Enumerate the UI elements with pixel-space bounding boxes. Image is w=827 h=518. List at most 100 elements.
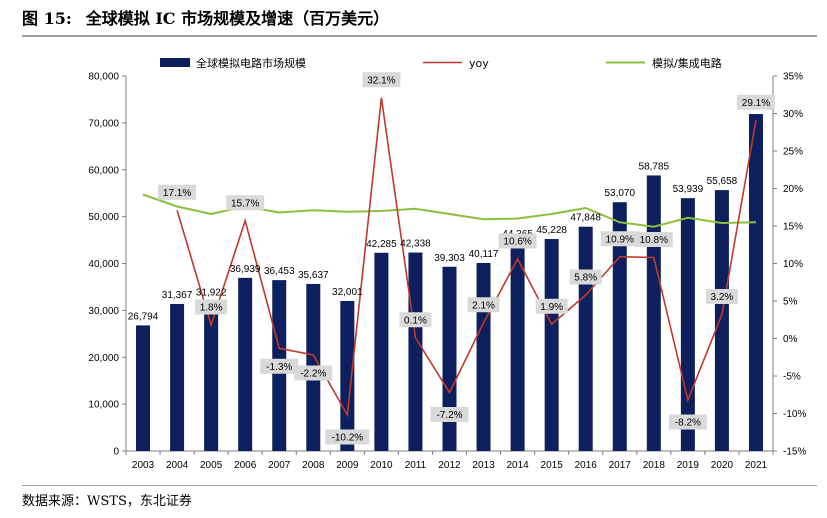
- left-tick-label: 50,000: [88, 212, 119, 223]
- legend: 全球模拟电路市场规模 yoy 模拟/集成电路: [160, 56, 722, 70]
- x-tick-label: 2004: [166, 460, 189, 471]
- x-tick-label: 2003: [132, 460, 155, 471]
- x-tick-label: 2015: [541, 460, 564, 471]
- right-tick-label: 25%: [783, 147, 803, 158]
- left-tick-label: 40,000: [88, 259, 119, 270]
- left-tick-label: 20,000: [88, 353, 119, 364]
- legend-label-yoy: yoy: [469, 57, 489, 70]
- x-tick-label: 2013: [472, 460, 495, 471]
- yoy-label-box: [467, 297, 500, 313]
- yoy-label-box: [600, 231, 639, 247]
- bar: [646, 175, 661, 451]
- x-tick-label: 2017: [609, 460, 632, 471]
- bar: [612, 202, 627, 451]
- x-tick-label: 2020: [711, 460, 734, 471]
- right-tick-label: -15%: [783, 447, 806, 458]
- source-note: 数据来源：WSTS，东北证券: [22, 494, 192, 509]
- yoy-value-label: -8.2%: [675, 418, 701, 429]
- bar-value-label: 42,338: [400, 239, 431, 250]
- bar: [442, 266, 457, 451]
- x-tick-label: 2016: [575, 460, 598, 471]
- figure-number: 图 15:: [22, 9, 72, 28]
- x-tick-label: 2009: [336, 460, 359, 471]
- yoy-value-label: -2.2%: [300, 369, 326, 380]
- yoy-value-label: 10.6%: [503, 237, 531, 248]
- right-tick-label: 10%: [783, 259, 803, 270]
- yoy-value-label: 5.8%: [574, 273, 597, 284]
- right-tick-label: -5%: [783, 372, 801, 383]
- bar-value-label: 31,922: [196, 287, 227, 298]
- yoy-label-box: [362, 72, 401, 88]
- yoy-label-box: [535, 298, 568, 314]
- right-tick-label: 35%: [783, 72, 803, 83]
- bar: [204, 301, 219, 451]
- yoy-label-box: [705, 289, 738, 304]
- legend-label-ratio: 模拟/集成电路: [652, 56, 722, 70]
- yoy-value-label: 2.1%: [472, 300, 495, 311]
- bar-value-label: 53,070: [604, 188, 635, 199]
- right-tick-label: -10%: [783, 409, 806, 420]
- yoy-label-box: [498, 233, 537, 249]
- x-tick-label: 2011: [405, 460, 427, 471]
- bar: [680, 198, 695, 451]
- bar-value-label: 47,848: [570, 213, 601, 224]
- bar-value-label: 55,658: [707, 176, 738, 187]
- yoy-label-box: [195, 299, 228, 315]
- left-tick-label: 30,000: [88, 306, 119, 317]
- left-tick-label: 10,000: [88, 400, 119, 411]
- bar: [510, 243, 525, 451]
- right-tick-label: 15%: [783, 222, 803, 233]
- yoy-value-label: 1.9%: [540, 302, 563, 313]
- yoy-value-label: 0.1%: [404, 315, 427, 326]
- chart-title: 图 15: 全球模拟 IC 市场规模及增速（百万美元）: [22, 4, 389, 34]
- bar-value-label: 58,785: [639, 161, 670, 172]
- axes: 0 10,000 20,000 30,000 40,000 50,000 60,000 70,…: [88, 72, 806, 472]
- x-tick-label: 2012: [438, 460, 461, 471]
- bar: [340, 300, 355, 451]
- left-tick-label: 80,000: [88, 72, 119, 83]
- bar-value-label: 36,939: [230, 264, 261, 275]
- yoy-value-label: -7.2%: [436, 410, 462, 421]
- yoy-label-box: [226, 195, 265, 211]
- bar-value-label: 42,285: [366, 239, 397, 250]
- yoy-value-label: -10.2%: [331, 433, 363, 444]
- right-tick-label: 0%: [783, 334, 798, 345]
- bar-value-label: 31,367: [162, 290, 193, 301]
- right-tick-label: 30%: [783, 109, 803, 120]
- yoy-label-box: [399, 312, 432, 328]
- bar-value-label: 40,117: [469, 249, 499, 260]
- bar-value-label: 32,001: [332, 287, 363, 298]
- bar: [408, 252, 423, 451]
- yoy-label-box: [325, 429, 370, 445]
- yoy-label-box: [736, 94, 775, 110]
- chart: 0 10,000 20,000 30,000 40,000 50,000 60,000 70,…: [88, 56, 806, 472]
- bar: [238, 277, 253, 451]
- x-tick-label: 2018: [643, 460, 666, 471]
- legend-label-bar: 全球模拟电路市场规模: [196, 56, 306, 70]
- bar-value-label: 36,453: [264, 266, 295, 277]
- yoy-label-box: [260, 358, 299, 374]
- yoy-value-label: 17.1%: [163, 188, 191, 199]
- x-tick-label: 2005: [200, 460, 223, 471]
- bar: [374, 252, 389, 451]
- bar-value-label: 26,794: [128, 311, 159, 322]
- title-rule: [22, 35, 817, 37]
- yoy-label-box: [668, 414, 707, 430]
- x-tick-label: 2014: [506, 460, 529, 471]
- bar: [476, 262, 491, 451]
- bar-value-label: 35,637: [298, 270, 329, 281]
- right-tick-label: 5%: [783, 297, 798, 308]
- left-tick-label: 60,000: [88, 165, 119, 176]
- yoy-label-box: [158, 184, 197, 200]
- right-tick-label: 20%: [783, 184, 803, 195]
- yoy-value-label: 1.8%: [200, 303, 223, 314]
- bar-value-label: 45,228: [536, 225, 567, 236]
- bar: [578, 226, 593, 451]
- bar: [170, 303, 185, 451]
- yoy-label-box: [634, 232, 673, 247]
- left-tick-label: 70,000: [88, 118, 119, 129]
- yoy-value-label: 10.8%: [640, 235, 668, 246]
- title-text: 全球模拟 IC 市场规模及增速（百万美元）: [85, 9, 390, 28]
- legend-swatch-bar: [160, 58, 190, 67]
